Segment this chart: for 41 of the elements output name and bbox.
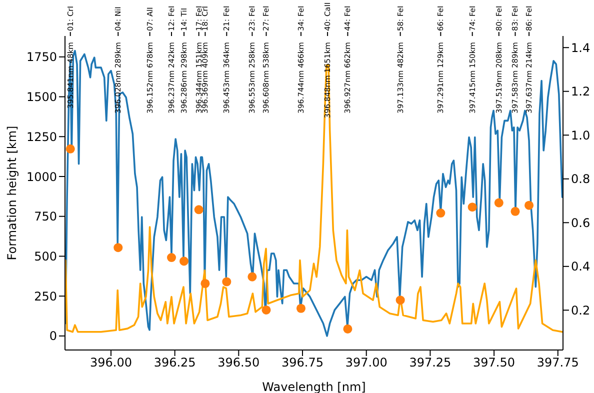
y-tick-label: 750	[34, 210, 57, 224]
point	[494, 198, 504, 208]
y2-tick-label: 1.2	[571, 84, 590, 99]
x-tick-label: 396.25	[154, 356, 196, 370]
y-axis-title: Formation height [km]	[5, 126, 19, 260]
x-tick-label: 397.50	[473, 356, 516, 370]
y2-tick-label: 0.4	[571, 260, 590, 274]
x-tick-label: 397.25	[409, 356, 452, 370]
point	[222, 277, 232, 286]
point	[524, 200, 534, 210]
point	[194, 205, 204, 214]
x-tick-label: 396.75	[282, 356, 324, 370]
point	[436, 208, 446, 218]
point	[200, 278, 210, 288]
y2-tick-label: 0.8	[571, 172, 590, 186]
point	[114, 243, 123, 252]
y2-tick-label: 0.6	[571, 216, 590, 230]
y2-tick-label: 1.4	[571, 40, 590, 55]
y-tick-label: 500	[34, 249, 57, 264]
point	[166, 253, 176, 262]
point	[396, 296, 405, 305]
y-tick-label: 0	[49, 329, 57, 344]
point	[248, 272, 257, 282]
point	[510, 206, 520, 216]
point	[468, 202, 477, 212]
x-tick-label: 396.00	[90, 356, 132, 370]
y2-tick-label: 0.2	[571, 303, 590, 318]
x-tick-label: 397.75	[536, 356, 579, 370]
point	[262, 305, 271, 314]
point	[343, 324, 352, 334]
x-tick-label: 396.50	[218, 356, 260, 370]
y-tick-label: 1750	[26, 50, 57, 64]
y-tick-label: 1500	[26, 90, 57, 104]
y2-tick-label: 1.0	[571, 128, 590, 142]
x-tick-label: 397.00	[345, 356, 388, 370]
point	[179, 256, 189, 266]
point	[296, 304, 306, 313]
point	[66, 144, 75, 154]
y-tick-label: 1000	[26, 170, 57, 184]
y-tick-label: 1250	[26, 130, 57, 144]
y-tick-label: 250	[34, 289, 57, 304]
